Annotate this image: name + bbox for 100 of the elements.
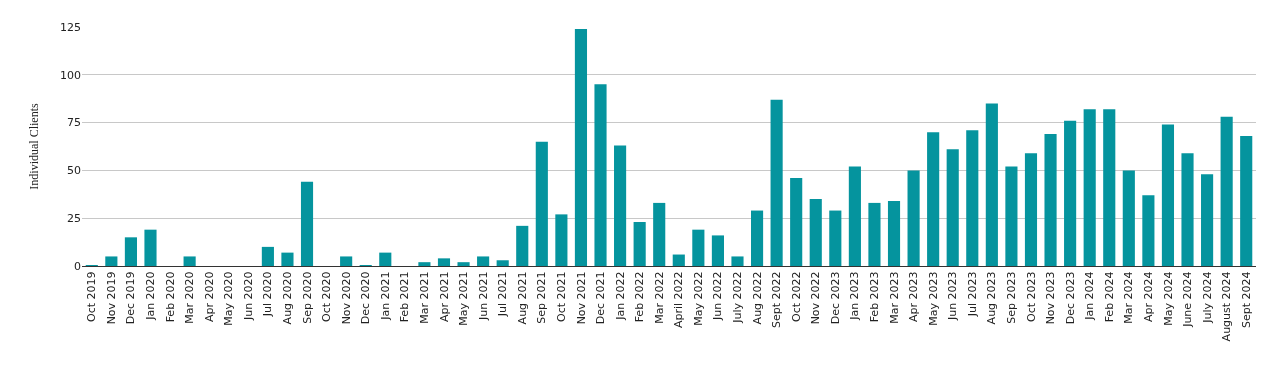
x-tick-label: Jul 2023 [965, 271, 979, 318]
bar [927, 132, 940, 266]
x-tick-label: Jan 2023 [848, 271, 862, 321]
x-tick-label: Aug 2020 [281, 271, 295, 325]
x-tick-label: Aug 2022 [750, 271, 764, 325]
bar [887, 200, 901, 266]
x-tick-label: Feb 2022 [633, 271, 647, 323]
bar [1142, 195, 1155, 266]
bar [614, 145, 627, 266]
x-tick-label: July 2022 [731, 271, 745, 324]
x-tick-label: Feb 2021 [398, 271, 412, 323]
bar [868, 202, 881, 266]
bar [1083, 109, 1096, 266]
x-tick-label: Sep 2020 [300, 271, 314, 324]
bar [907, 170, 920, 266]
x-tick-label: Jun 2022 [711, 271, 725, 322]
bar [711, 235, 724, 266]
bar [418, 262, 431, 266]
bar [731, 256, 744, 266]
bar [1024, 153, 1038, 266]
x-tick-label: Jun 2020 [241, 271, 255, 322]
x-tick-label: Oct 2019 [85, 271, 99, 322]
bar [809, 199, 822, 266]
bar [105, 256, 118, 266]
x-tick-label: Aug 2021 [515, 271, 529, 325]
y-tick-label: 75 [67, 116, 81, 130]
x-tick-label: Mar 2022 [652, 271, 666, 324]
x-tick-label: Nov 2021 [574, 271, 588, 325]
x-tick-label: Feb 2020 [163, 271, 177, 323]
bar [770, 99, 783, 266]
bar [340, 256, 353, 266]
bar [1103, 109, 1116, 266]
y-axis-title: Individual Clients [27, 103, 42, 190]
bar [300, 181, 314, 266]
bar [124, 237, 137, 266]
bar [594, 84, 607, 266]
x-tick-label: June 2024 [1181, 271, 1195, 328]
y-tick-label: 0 [74, 259, 81, 273]
x-tick-label: Mar 2023 [887, 271, 901, 324]
x-tick-label: Apr 2021 [437, 271, 451, 322]
x-tick-label: Dec 2020 [359, 271, 373, 325]
bar [574, 28, 588, 266]
x-tick-label: Sep 2021 [535, 271, 549, 324]
x-tick-label: May 2022 [691, 271, 705, 326]
bar [829, 210, 842, 266]
x-tick-label: August 2024 [1220, 271, 1234, 342]
x-tick-label: May 2023 [926, 271, 940, 326]
y-tick-label: 100 [60, 68, 81, 82]
bar [437, 258, 451, 266]
x-tick-label: Jul 2020 [261, 271, 275, 318]
x-tick-label: Nov 2022 [809, 271, 823, 325]
bar [261, 246, 274, 266]
x-tick-label: May 2020 [222, 271, 236, 326]
x-tick-label: Dec 2023 [828, 271, 842, 325]
x-tick-label: Dec 2023 [1063, 271, 1077, 325]
x-tick-label: Sept 2024 [1239, 271, 1253, 328]
x-tick-label: Mar 2020 [183, 271, 197, 324]
bar [653, 202, 666, 266]
x-tick-label: Dec 2019 [124, 271, 138, 325]
bar [477, 256, 490, 266]
bar [457, 262, 470, 266]
bar [790, 178, 803, 266]
bar [535, 141, 548, 266]
bar [555, 214, 568, 266]
x-tick-label: Nov 2019 [104, 271, 118, 325]
bar [672, 254, 685, 266]
x-tick-label: Oct 2023 [1024, 271, 1038, 322]
x-tick-label: Oct 2020 [320, 271, 334, 322]
x-tick-label: Feb 2024 [1102, 271, 1116, 323]
x-tick-label: Oct 2022 [789, 271, 803, 322]
x-tick-label: Aug 2023 [985, 271, 999, 325]
bar [1181, 153, 1194, 266]
x-tick-label: May 2024 [1161, 271, 1175, 326]
bar [1161, 124, 1175, 266]
x-tick-label: Jul 2021 [496, 271, 510, 318]
bar [281, 252, 294, 266]
bar [1122, 170, 1135, 266]
x-tick-label: April 2022 [672, 271, 686, 329]
x-tick-label: July 2024 [1200, 271, 1214, 324]
bar [1240, 135, 1253, 266]
x-tick-label: Mar 2024 [1122, 271, 1136, 324]
x-tick-label: Dec 2021 [594, 271, 608, 325]
bar [1064, 120, 1077, 266]
x-tick-label: Nov 2023 [1044, 271, 1058, 325]
bar [1220, 116, 1233, 266]
x-tick-label: Apr 2024 [1141, 271, 1155, 322]
bar [633, 222, 646, 266]
y-tick-label: 50 [67, 164, 81, 178]
bar [692, 229, 705, 266]
x-tick-label: Jan 2024 [1083, 271, 1097, 321]
x-tick-label: Apr 2020 [202, 271, 216, 322]
x-tick-label: Oct 2021 [554, 271, 568, 322]
bar [379, 252, 392, 266]
bar [1005, 166, 1018, 266]
x-tick-label: Jan 2020 [144, 271, 158, 321]
bar [1044, 134, 1057, 266]
bar [496, 260, 509, 266]
bar [848, 166, 861, 266]
x-tick-label: Nov 2020 [339, 271, 353, 325]
x-tick-label: Feb 2023 [868, 271, 882, 323]
